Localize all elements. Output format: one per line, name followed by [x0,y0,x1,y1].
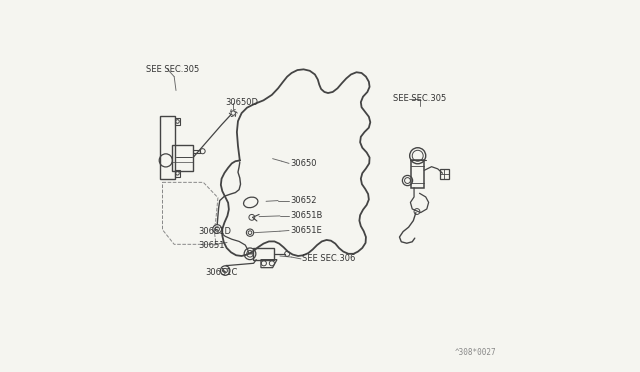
Text: 30651E: 30651E [290,226,322,235]
Text: 30650D: 30650D [225,98,258,108]
Text: 30651D: 30651D [198,227,231,236]
Text: 30651C: 30651C [205,268,237,277]
Text: SEE SEC.305: SEE SEC.305 [393,94,446,103]
Text: ^308*0027: ^308*0027 [455,349,497,357]
Text: 30651B: 30651B [290,211,323,220]
Text: 30652: 30652 [290,196,317,205]
Text: SEE SEC.305: SEE SEC.305 [146,65,199,74]
Text: 30651: 30651 [198,241,225,250]
Text: 30650: 30650 [290,159,317,168]
Text: SEE SEC.306: SEE SEC.306 [302,254,355,263]
